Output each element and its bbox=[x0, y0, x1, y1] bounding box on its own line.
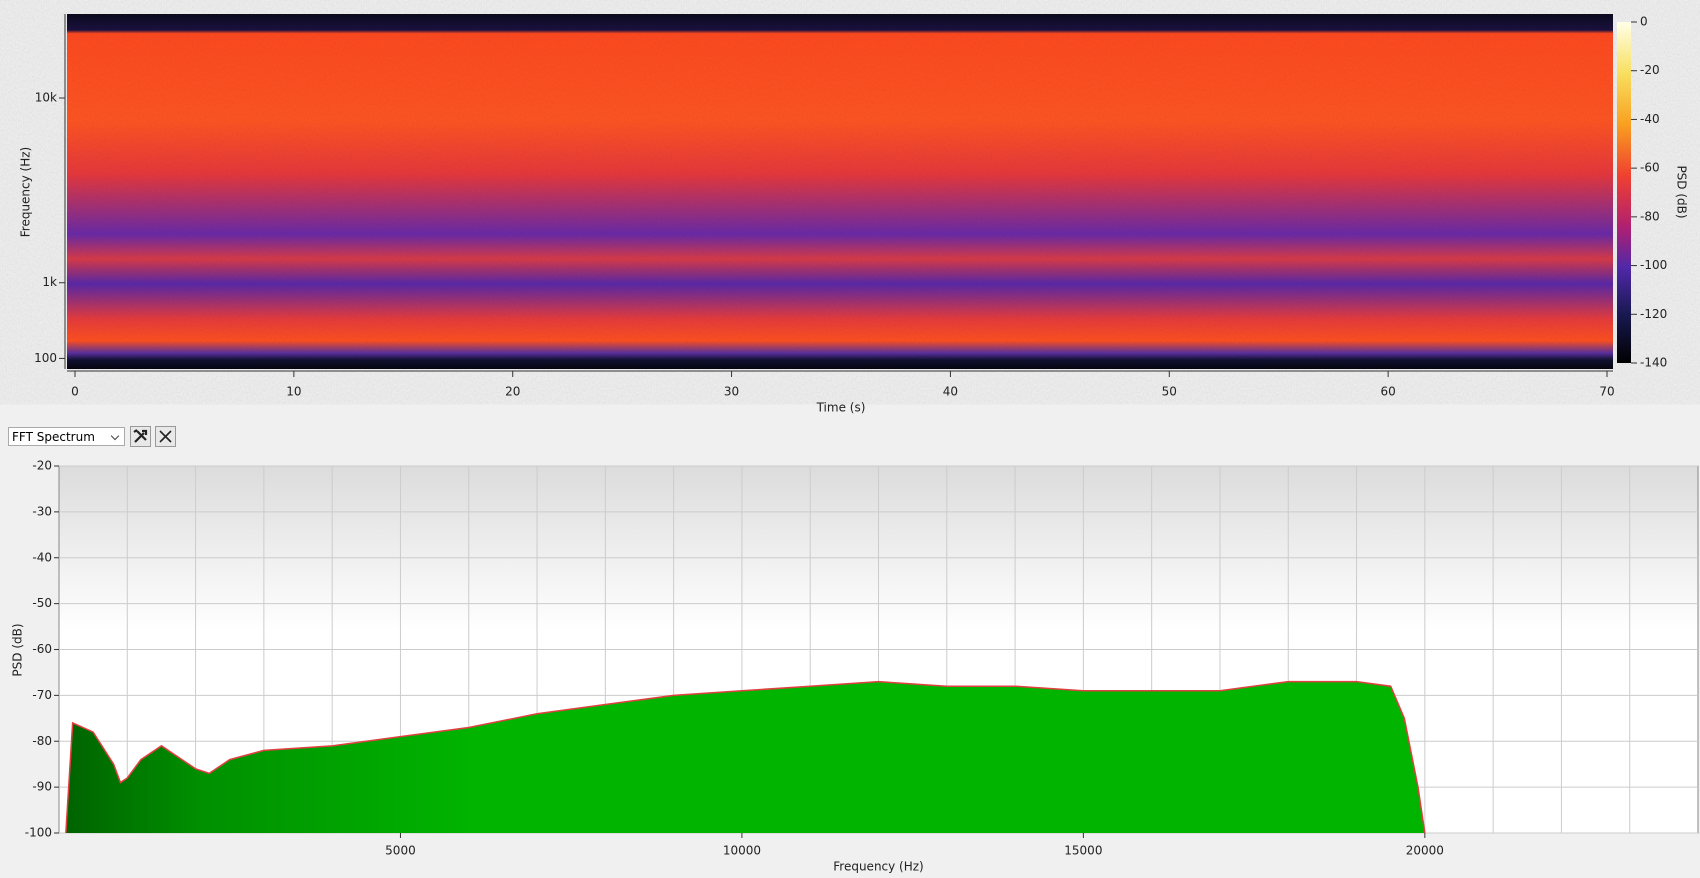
colorbar-tick-label: -80 bbox=[1640, 209, 1660, 223]
x-tick-label: 20 bbox=[505, 385, 520, 399]
x-tick-label: 10 bbox=[286, 385, 301, 399]
y-tick-label: 100 bbox=[34, 351, 57, 365]
x-tick-label: 20000 bbox=[1406, 844, 1444, 858]
x-tick-label: 60 bbox=[1381, 385, 1396, 399]
colorbar-tick-label: 0 bbox=[1640, 15, 1648, 29]
y-tick-label: -50 bbox=[32, 596, 52, 610]
x-tick-label: 15000 bbox=[1064, 844, 1102, 858]
colorbar-tick-label: -20 bbox=[1640, 63, 1660, 77]
y-tick-label: -90 bbox=[32, 780, 52, 794]
x-tick-label: 40 bbox=[943, 385, 958, 399]
x-tick-label: 10000 bbox=[723, 844, 761, 858]
x-tick-label: 50 bbox=[1162, 385, 1177, 399]
y-tick-label: -70 bbox=[32, 688, 52, 702]
x-tick-label: 70 bbox=[1599, 385, 1614, 399]
x-tick-label: 0 bbox=[71, 385, 79, 399]
chart-layer: 0 10 20 30 40 50 60 70 100 1k 10k Time (s) Frequency… bbox=[11, 14, 1698, 874]
spectrum-shade bbox=[65, 681, 1425, 833]
settings-button[interactable] bbox=[130, 426, 151, 447]
y-tick-label: -40 bbox=[32, 550, 52, 564]
y-tick-label: -20 bbox=[32, 459, 52, 473]
close-button[interactable] bbox=[155, 426, 176, 447]
spectrum-peak-line bbox=[65, 680, 1426, 834]
colorbar-tick-label: -140 bbox=[1640, 356, 1667, 370]
y-tick-label: 1k bbox=[42, 275, 57, 289]
colorbar-tick-label: -40 bbox=[1640, 112, 1660, 126]
spectrogram-texture bbox=[67, 14, 1613, 369]
x-tick-label: 30 bbox=[724, 385, 739, 399]
colorbar bbox=[1617, 22, 1631, 363]
y-axis-label: Frequency (Hz) bbox=[19, 147, 33, 238]
y-tick-label: -60 bbox=[32, 642, 52, 656]
colorbar-label: PSD (dB) bbox=[1675, 165, 1689, 218]
y-tick-label: -80 bbox=[32, 734, 52, 748]
settings-icon bbox=[133, 429, 148, 443]
colorbar-tick-label: -60 bbox=[1640, 161, 1660, 175]
y-tick-label: -30 bbox=[32, 504, 52, 518]
x-axis-label: Time (s) bbox=[816, 401, 866, 415]
colorbar-tick-label: -100 bbox=[1640, 258, 1667, 272]
x-axis-label: Frequency (Hz) bbox=[833, 860, 924, 874]
colorbar-tick-label: -120 bbox=[1640, 307, 1667, 321]
y-axis-label: PSD (dB) bbox=[11, 623, 25, 676]
y-tick-label: 10k bbox=[35, 91, 57, 105]
x-tick-label: 5000 bbox=[385, 844, 416, 858]
display-selector[interactable]: FFT Spectrum bbox=[8, 427, 125, 446]
close-icon bbox=[159, 430, 172, 443]
y-tick-label: -100 bbox=[25, 826, 52, 840]
